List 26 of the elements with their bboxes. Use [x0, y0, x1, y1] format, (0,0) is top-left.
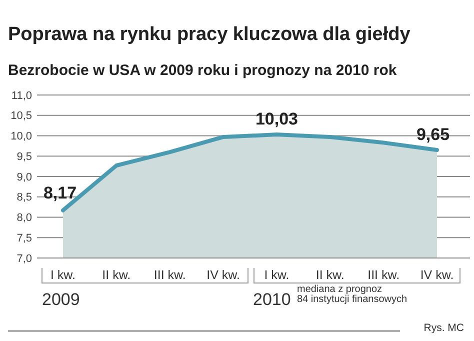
y-tick-label: 9,5 — [16, 150, 32, 163]
y-tick-label: 8,5 — [16, 192, 32, 204]
y-tick-label: 9,0 — [16, 171, 32, 184]
y-tick-label: 10,0 — [10, 130, 32, 143]
y-tick-label: 11,0 — [11, 90, 32, 102]
x-tick-label: III kw. — [368, 268, 400, 282]
data-label: 10,03 — [255, 110, 298, 129]
x-tick-label: III kw. — [154, 268, 186, 282]
y-tick-label: 10,5 — [10, 110, 32, 122]
x-tick-label: I kw. — [264, 268, 290, 282]
y-tick-label: 7,0 — [16, 252, 32, 265]
text: 2009 — [42, 290, 80, 309]
text: mediana z prognoz 84 instytucji finansowych — [297, 284, 408, 305]
text: Rys. MC — [424, 322, 464, 334]
x-tick-label: IV kw. — [206, 268, 240, 282]
chart-subtitle: Bezrobocie w USA w 2009 roku i prognozy na 2010 rok — [8, 62, 398, 79]
y-tick-label: 7,5 — [16, 232, 32, 244]
x-tick-label: IV kw. — [420, 268, 454, 282]
x-tick-label: I kw. — [50, 268, 76, 282]
data-label: 9,65 — [416, 125, 450, 144]
text: 2010 — [253, 290, 291, 309]
chart-title: Poprawa na rynku pracy kluczowa dla giełdy — [8, 24, 411, 45]
x-tick-label: II kw. — [316, 268, 344, 282]
y-tick-label: 8,0 — [16, 212, 32, 224]
data-label: 8,17 — [43, 183, 77, 202]
x-tick-label: II kw. — [102, 268, 131, 282]
